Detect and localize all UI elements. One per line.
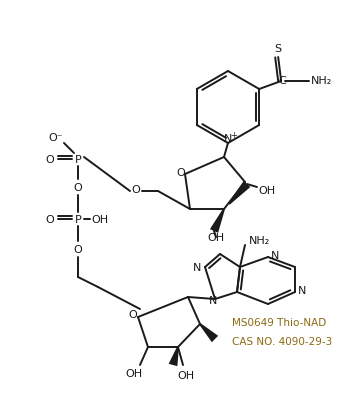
Text: O: O — [128, 309, 137, 319]
Text: N: N — [271, 250, 279, 260]
Text: NH₂: NH₂ — [248, 235, 270, 245]
Text: C: C — [278, 76, 286, 86]
Text: N: N — [298, 285, 306, 295]
Text: NH₂: NH₂ — [310, 76, 332, 86]
Polygon shape — [228, 182, 250, 205]
Text: N: N — [193, 262, 201, 272]
Text: O: O — [46, 155, 54, 164]
Text: O: O — [177, 168, 185, 178]
Text: N: N — [224, 134, 232, 144]
Text: OH: OH — [91, 215, 108, 225]
Text: N: N — [209, 295, 217, 305]
Polygon shape — [199, 324, 218, 342]
Text: O: O — [46, 215, 54, 225]
Text: P: P — [75, 155, 82, 164]
Text: O: O — [132, 184, 141, 194]
Text: P: P — [75, 215, 82, 225]
Text: S: S — [274, 44, 282, 54]
Polygon shape — [169, 347, 179, 366]
Text: MS0649 Thio-NAD: MS0649 Thio-NAD — [232, 317, 326, 327]
Text: O: O — [74, 182, 82, 192]
Text: OH: OH — [126, 368, 143, 378]
Polygon shape — [210, 209, 225, 233]
Text: O⁻: O⁻ — [49, 133, 63, 143]
Text: CAS NO. 4090-29-3: CAS NO. 4090-29-3 — [232, 336, 332, 346]
Text: OH: OH — [177, 370, 195, 380]
Text: OH: OH — [207, 233, 225, 242]
Text: +: + — [230, 130, 237, 139]
Text: O: O — [74, 244, 82, 254]
Text: OH: OH — [258, 186, 276, 196]
